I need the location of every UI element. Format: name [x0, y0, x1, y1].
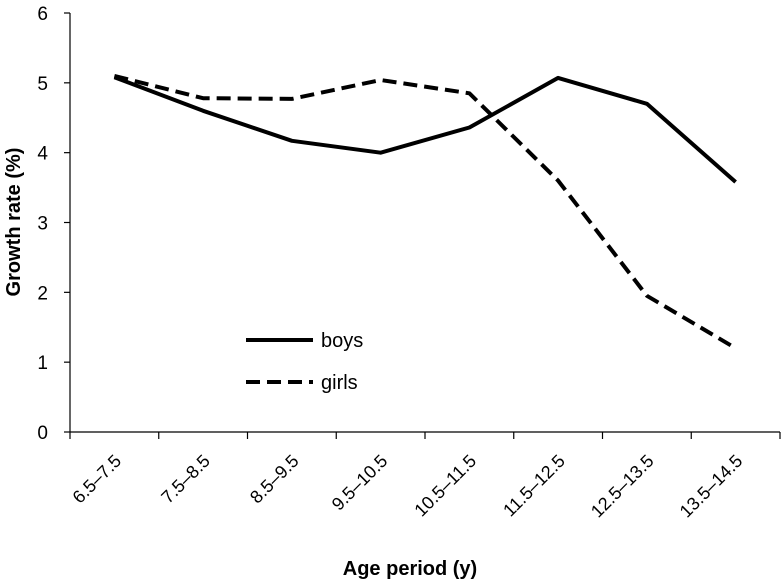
- y-axis-title: Growth rate (%): [3, 148, 25, 297]
- x-tick-label: 7.5–8.5: [157, 451, 214, 508]
- x-axis-ticks: 6.5–7.5 7.5–8.5 8.5–9.5 9.5–10.5 10.5–11.5 11…: [69, 432, 781, 522]
- y-tick-label: 2: [37, 283, 48, 304]
- axes: [69, 13, 780, 433]
- y-tick-label: 4: [37, 144, 48, 165]
- x-tick-label: 12.5–13.5: [587, 451, 658, 522]
- legend-label-girls: girls: [321, 372, 358, 394]
- x-tick-label: 11.5–12.5: [499, 451, 569, 521]
- y-tick-label: 6: [37, 4, 48, 25]
- y-tick-label: 5: [37, 74, 48, 95]
- legend-label-boys: boys: [321, 330, 363, 352]
- x-tick-label: 13.5–14.5: [676, 451, 747, 522]
- series-line-girls: [113, 73, 737, 350]
- x-tick-label: 9.5–10.5: [328, 451, 392, 515]
- x-tick-label: 10.5–11.5: [410, 451, 480, 521]
- x-tick-label: 6.5–7.5: [69, 451, 126, 508]
- y-tick-label: 1: [37, 353, 48, 374]
- series-lines: [113, 73, 737, 350]
- y-tick-label: 0: [37, 423, 48, 444]
- x-tick-label: 8.5–9.5: [246, 451, 303, 508]
- y-axis-ticks: 0 1 2 3 4 5 6: [37, 4, 70, 444]
- y-tick-label: 3: [37, 214, 48, 235]
- legend: boys girls: [246, 330, 363, 394]
- series-line-boys: [113, 75, 737, 184]
- x-axis-title: Age period (y): [343, 558, 477, 580]
